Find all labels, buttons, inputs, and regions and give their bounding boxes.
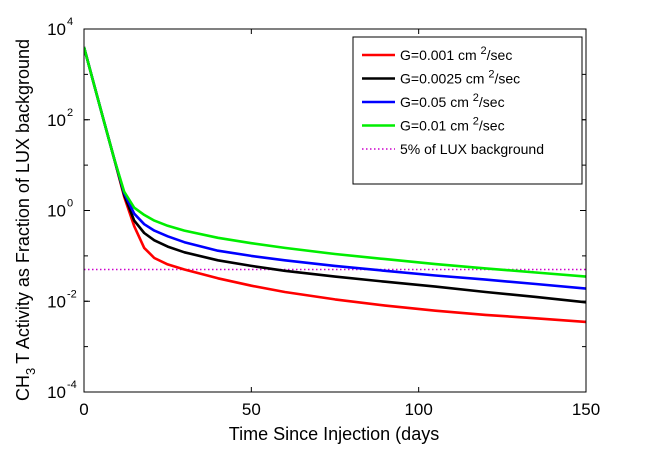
legend-box: [352, 36, 583, 185]
y-tick-label: 10: [47, 383, 66, 402]
legend-label-1: G=0.001 cm 2/sec: [400, 45, 512, 63]
x-tick-label: 50: [242, 400, 261, 419]
y-axis-label-main: CH: [13, 375, 33, 401]
plot-lines: [84, 46, 586, 324]
legend-label-2: G=0.0025 cm 2/sec: [400, 69, 520, 87]
legend-label-text: G=0.05 cm: [400, 94, 473, 110]
legend-label-unit: /sec: [479, 118, 505, 134]
legend-label-4: G=0.01 cm 2/sec: [400, 116, 505, 134]
y-tick-label-exponent: -4: [67, 379, 77, 391]
y-tick-label-exponent: 0: [67, 198, 73, 210]
x-tick-label: 100: [404, 400, 432, 419]
y-tick-label: 10: [47, 20, 66, 39]
y-tick-label-exponent: -2: [67, 288, 77, 300]
legend-label-3: G=0.05 cm 2/sec: [400, 92, 505, 110]
plot-area: [84, 46, 586, 324]
legend-label-text: G=0.001 cm: [400, 47, 481, 63]
legend-label-exponent: 2: [473, 92, 479, 104]
legend-label-exponent: 2: [488, 69, 494, 81]
legend-label-unit: /sec: [494, 71, 520, 87]
y-axis-label-rest: T Activity as Fraction of LUX background: [13, 39, 33, 364]
x-axis-label: Time Since Injection (days: [229, 424, 439, 444]
legend-label-text: G=0.01 cm: [400, 118, 473, 134]
x-tick-label: 0: [79, 400, 88, 419]
y-tick-label: 10: [47, 292, 66, 311]
y-tick-label: 10: [47, 111, 66, 130]
x-tick-label: 150: [572, 400, 600, 419]
y-tick-label-exponent: 4: [67, 16, 73, 28]
legend-label-reference: 5% of LUX background: [400, 141, 544, 157]
legend-label-exponent: 2: [481, 45, 487, 57]
legend-label-text: G=0.0025 cm: [400, 71, 488, 87]
series-line-4: [84, 46, 586, 278]
y-tick-label: 10: [47, 202, 66, 221]
y-axis-label: CH3 T Activity as Fraction of LUX backgro…: [13, 39, 38, 401]
y-tick-label-exponent: 2: [67, 107, 73, 119]
y-axis-label-sub: 3: [23, 368, 38, 375]
legend-label-unit: /sec: [479, 94, 505, 110]
legend-label-unit: /sec: [487, 47, 513, 63]
legend-label-exponent: 2: [473, 116, 479, 128]
